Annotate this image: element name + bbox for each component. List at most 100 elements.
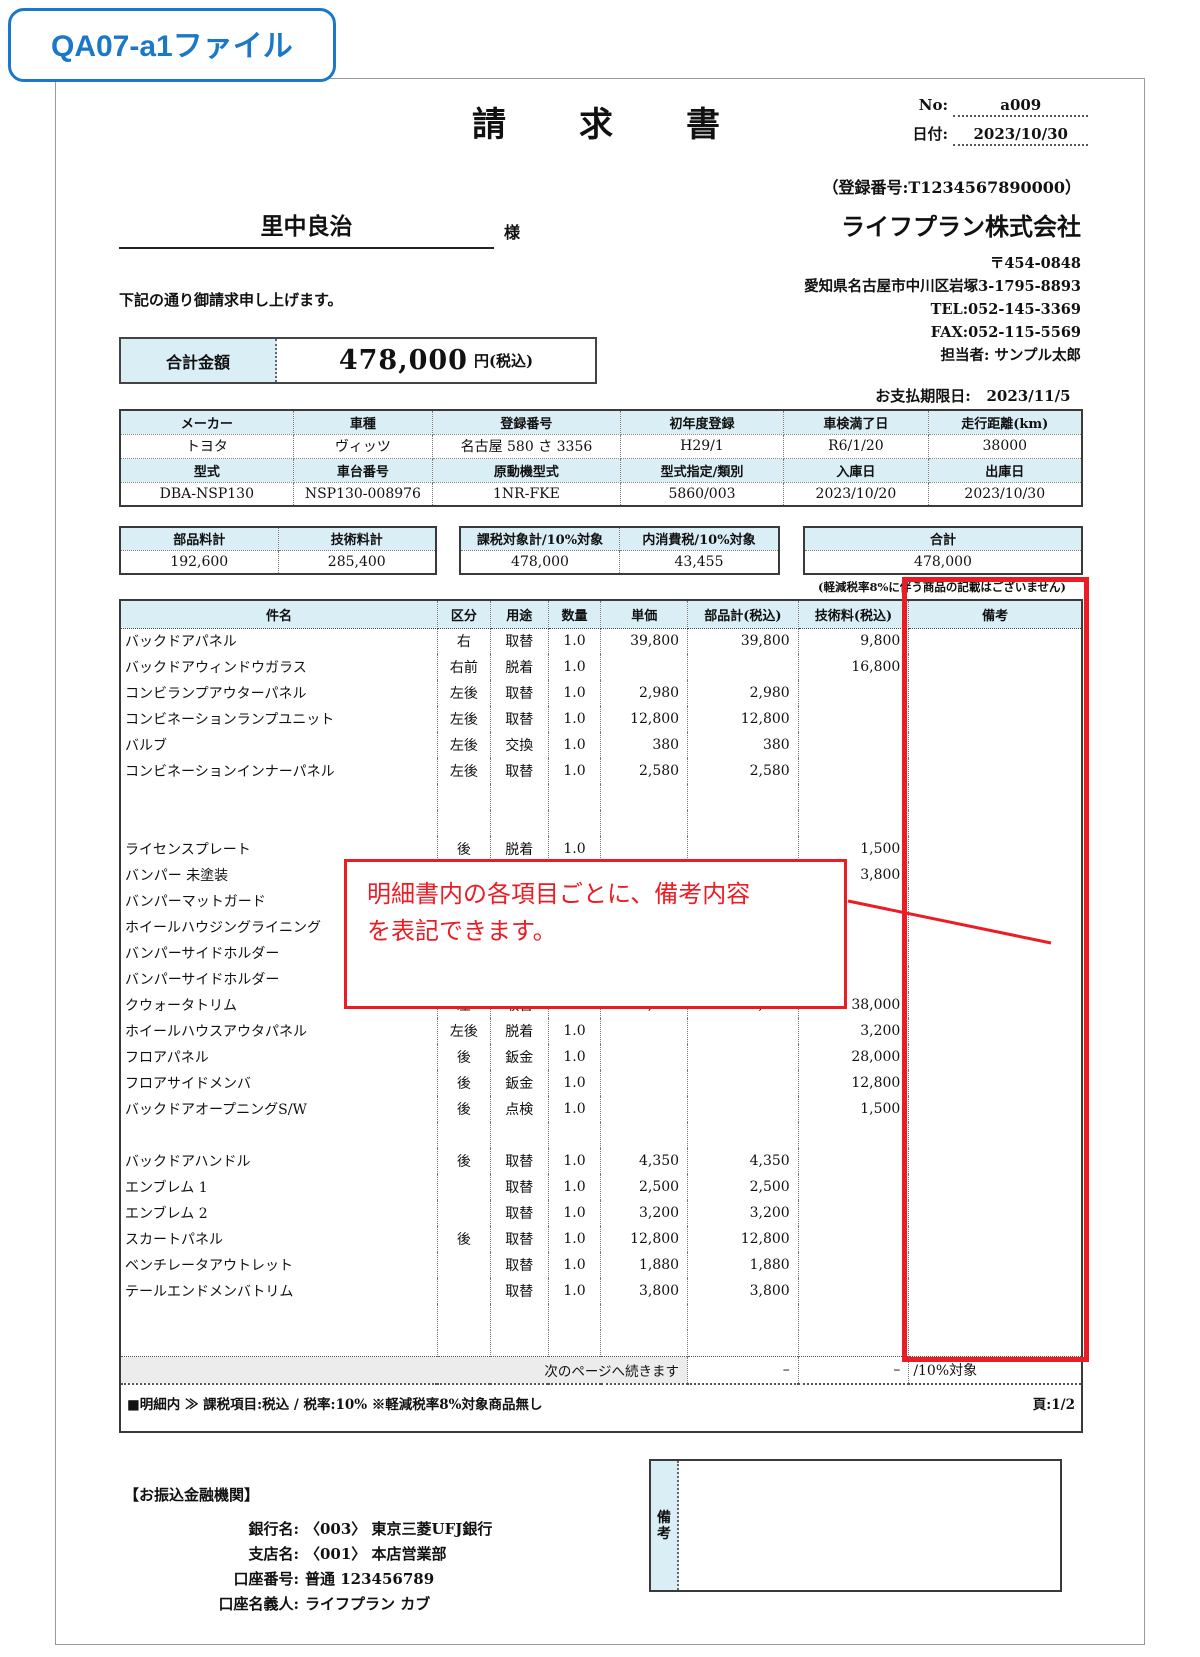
- total-amount-box: 合計金額 478,000 円(税込): [119, 337, 597, 384]
- items-meta-row: ■明細内 ≫ 課税項目:税込 / 税率:10% ※軽減税率8%対象商品無し 頁:…: [120, 1383, 1082, 1432]
- items-header-kubun: 区分: [437, 600, 491, 629]
- item-yoto-cell: [490, 1122, 549, 1148]
- item-remark-cell: [909, 680, 1082, 706]
- page-indicator: 頁:1/2: [1032, 1397, 1075, 1413]
- item-name-cell: テールエンドメンバトリム: [120, 1278, 438, 1304]
- item-unit-price-cell: 39,800: [600, 628, 689, 654]
- consumption-tax-value: 43,455: [619, 549, 779, 574]
- item-name-cell: エンブレム 1: [120, 1174, 438, 1200]
- item-remark-cell: [909, 1148, 1082, 1174]
- total-amount-label: 合計金額: [121, 339, 277, 382]
- item-parts-total-cell: [687, 784, 799, 810]
- items-body: バックドアパネル 右 取替 1.0 39,800 39,800 9,800 バッ…: [120, 628, 1082, 1356]
- customer-honorific: 様: [504, 223, 521, 242]
- item-remark-cell: [909, 1226, 1082, 1252]
- item-kubun-cell: 左後: [437, 1018, 491, 1044]
- item-kubun-cell: 後: [437, 1226, 491, 1252]
- payment-due-value: 2023/11/5: [986, 387, 1071, 405]
- item-parts-total-cell: 4,350: [687, 1148, 799, 1174]
- bank-info-block: 【お振込金融機関】 銀行名: 〈003〉 東京三菱UFJ銀行 支店名: 〈001…: [124, 1484, 492, 1617]
- item-name-cell: バックドアパネル: [120, 628, 438, 654]
- item-qty-cell: [548, 810, 602, 836]
- grand-total-table: 合計 478,000: [803, 526, 1083, 575]
- bank-line-label: 口座名義人:: [218, 1595, 299, 1613]
- company-block: ライフプラン株式会社 〒454-0848 愛知県名古屋市中川区岩塚3-1795-…: [804, 207, 1081, 367]
- bank-info-title: 【お振込金融機関】: [124, 1486, 260, 1504]
- item-qty-cell: 1.0: [548, 836, 602, 862]
- item-unit-price-cell: [600, 1304, 689, 1330]
- bank-line: 支店名: 〈001〉 本店営業部: [124, 1542, 492, 1567]
- item-row: バックドアウィンドウガラス 右前 脱着 1.0 16,800: [120, 654, 1082, 680]
- item-yoto-cell: [490, 1330, 549, 1356]
- item-labor-cell: 9,800: [798, 628, 910, 654]
- parts-subtotal-label: 部品料計: [120, 527, 279, 550]
- item-name-cell: バックドアオープニングS/W: [120, 1096, 438, 1122]
- item-remark-cell: [909, 1122, 1082, 1148]
- item-labor-cell: [798, 810, 910, 836]
- item-qty-cell: [548, 784, 602, 810]
- item-kubun-cell: [437, 1278, 491, 1304]
- item-labor-cell: 28,000: [798, 1044, 910, 1070]
- item-parts-total-cell: 380: [687, 732, 799, 758]
- greeting-text: 下記の通り御請求申し上げます。: [119, 291, 343, 309]
- item-yoto-cell: 点検: [490, 1096, 549, 1122]
- item-name-cell: コンビネーションインナーパネル: [120, 758, 438, 784]
- item-unit-price-cell: [600, 784, 689, 810]
- item-row: テールエンドメンバトリム 取替 1.0 3,800 3,800: [120, 1278, 1082, 1304]
- item-labor-cell: [798, 680, 910, 706]
- item-yoto-cell: 取替: [490, 758, 549, 784]
- item-yoto-cell: [490, 784, 549, 810]
- item-unit-price-cell: 12,800: [600, 1226, 689, 1252]
- item-unit-price-cell: [600, 810, 689, 836]
- item-parts-total-cell: [687, 1018, 799, 1044]
- annotation-callout: 明細書内の各項目ごとに、備考内容 を表記できます。: [344, 859, 847, 1009]
- item-kubun-cell: [437, 784, 491, 810]
- item-qty-cell: 1.0: [548, 1278, 602, 1304]
- item-row: [120, 1304, 1082, 1330]
- item-row: [120, 1122, 1082, 1148]
- vehicle-type: DBA-NSP130: [120, 482, 294, 506]
- vehicle-header-out-date: 出庫日: [928, 458, 1082, 483]
- item-yoto-cell: [490, 810, 549, 836]
- item-row: コンビネーションインナーパネル 左後 取替 1.0 2,580 2,580: [120, 758, 1082, 784]
- invoice-date-value: 2023/10/30: [953, 125, 1089, 146]
- item-remark-cell: [909, 1044, 1082, 1070]
- item-kubun-cell: [437, 1252, 491, 1278]
- customer-name: 里中良治: [119, 207, 494, 249]
- item-parts-total-cell: [687, 1330, 799, 1356]
- item-remark-cell: [909, 1200, 1082, 1226]
- item-name-cell: ライセンスプレート: [120, 836, 438, 862]
- items-header-unit-price: 単価: [600, 600, 689, 629]
- item-unit-price-cell: 2,580: [600, 758, 689, 784]
- item-yoto-cell: 脱着: [490, 654, 549, 680]
- items-header-remarks: 備考: [908, 600, 1082, 629]
- item-kubun-cell: 後: [437, 1044, 491, 1070]
- item-row: エンブレム 1 取替 1.0 2,500 2,500: [120, 1174, 1082, 1200]
- item-qty-cell: 1.0: [548, 628, 602, 654]
- item-row: フロアサイドメンバ 後 鈑金 1.0 12,800: [120, 1070, 1082, 1096]
- item-unit-price-cell: [600, 1018, 689, 1044]
- item-row: コンビランプアウターパネル 左後 取替 1.0 2,980 2,980: [120, 680, 1082, 706]
- company-staff: 担当者: サンプル太郎: [940, 347, 1081, 364]
- item-yoto-cell: 取替: [490, 1174, 549, 1200]
- item-labor-cell: [798, 1148, 910, 1174]
- item-labor-cell: [798, 758, 910, 784]
- footer-tax-target: /10%対象: [908, 1355, 1082, 1384]
- vehicle-maker: トヨタ: [120, 434, 294, 459]
- item-kubun-cell: [437, 1330, 491, 1356]
- item-name-cell: バックドアウィンドウガラス: [120, 654, 438, 680]
- items-header-labor: 技術料(税込): [798, 600, 910, 629]
- vehicle-header-engine: 原動機型式: [432, 458, 621, 483]
- item-kubun-cell: 後: [437, 1096, 491, 1122]
- item-remark-cell: [909, 992, 1082, 1018]
- item-yoto-cell: 鈑金: [490, 1044, 549, 1070]
- bank-line: 口座名義人: ライフプラン カブ: [124, 1592, 492, 1617]
- item-parts-total-cell: 3,200: [687, 1200, 799, 1226]
- item-parts-total-cell: [687, 1044, 799, 1070]
- item-qty-cell: [548, 1330, 602, 1356]
- company-fax: FAX:052-115-5569: [930, 324, 1081, 341]
- item-kubun-cell: 左後: [437, 732, 491, 758]
- item-qty-cell: 1.0: [548, 1018, 602, 1044]
- item-qty-cell: [548, 1304, 602, 1330]
- item-parts-total-cell: 12,800: [687, 1226, 799, 1252]
